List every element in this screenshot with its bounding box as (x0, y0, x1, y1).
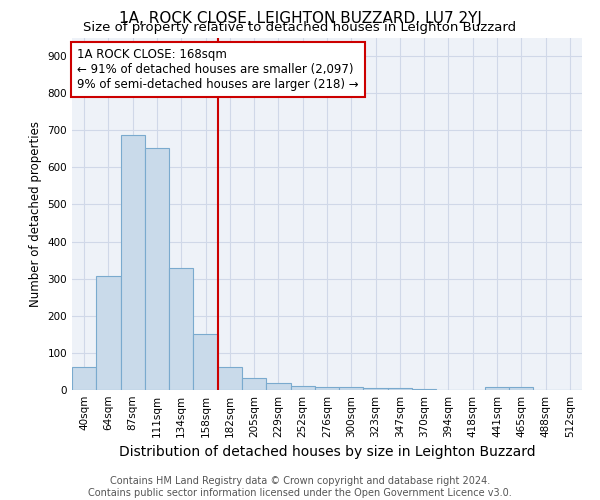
Text: Size of property relative to detached houses in Leighton Buzzard: Size of property relative to detached ho… (83, 22, 517, 35)
Bar (266, 382, 290, 390)
Bar (193, 334, 218, 390)
Bar (315, 387, 339, 390)
Bar (485, 388, 509, 390)
Text: 1A ROCK CLOSE: 168sqm
← 91% of detached houses are smaller (2,097)
9% of semi-de: 1A ROCK CLOSE: 168sqm ← 91% of detached … (77, 48, 359, 91)
Bar (169, 268, 193, 390)
Bar (290, 386, 315, 390)
Bar (96, 276, 121, 390)
Bar (218, 366, 242, 390)
Bar (121, 135, 145, 390)
Bar (242, 378, 266, 390)
Bar (339, 387, 364, 390)
Bar (72, 366, 96, 390)
Bar (509, 388, 533, 390)
Bar (364, 388, 388, 390)
Bar (145, 148, 169, 390)
Y-axis label: Number of detached properties: Number of detached properties (29, 120, 42, 306)
Text: Contains HM Land Registry data © Crown copyright and database right 2024.
Contai: Contains HM Land Registry data © Crown c… (88, 476, 512, 498)
Bar (388, 388, 412, 390)
X-axis label: Distribution of detached houses by size in Leighton Buzzard: Distribution of detached houses by size … (119, 446, 535, 460)
Text: 1A, ROCK CLOSE, LEIGHTON BUZZARD, LU7 2YJ: 1A, ROCK CLOSE, LEIGHTON BUZZARD, LU7 2Y… (119, 12, 481, 26)
